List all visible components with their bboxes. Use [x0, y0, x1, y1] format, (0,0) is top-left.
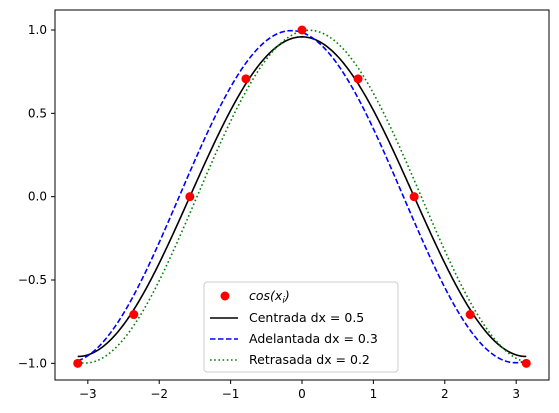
scatter-point	[521, 358, 531, 368]
scatter-point	[73, 358, 83, 368]
y-tick-label: 0.0	[28, 190, 47, 204]
x-tick-label: 0	[298, 387, 306, 401]
series-line-centrada	[77, 36, 527, 358]
x-axis: −3 −2 −1 0 1 2 3	[79, 380, 520, 401]
x-tick-label: 1	[370, 387, 378, 401]
scatter-point	[297, 25, 307, 35]
y-tick-label: 1.0	[28, 23, 47, 37]
legend-box	[203, 281, 399, 373]
scatter-point	[353, 74, 363, 84]
x-tick-label: −3	[79, 387, 97, 401]
legend-label-adelantada: Adelantada dx = 0.3	[249, 331, 378, 346]
series-line-adelantada	[77, 29, 527, 364]
legend-label-centrada: Centrada dx = 0.5	[249, 310, 364, 325]
x-tick-label: −2	[150, 387, 168, 401]
y-tick-label: −1.0	[18, 356, 47, 370]
legend-label-scatter: cos(xi)	[249, 288, 290, 306]
scatter-point	[185, 192, 195, 202]
scatter-point	[409, 192, 419, 202]
scatter-point	[241, 74, 251, 84]
x-tick-label: −1	[222, 387, 240, 401]
legend: cos(xi) Centrada dx = 0.5 Adelantada dx …	[203, 281, 399, 373]
legend-marker-scatter	[220, 291, 230, 301]
y-axis: −1.0 −0.5 0.0 0.5 1.0	[18, 23, 55, 370]
x-tick-label: 2	[441, 387, 449, 401]
y-tick-label: −0.5	[18, 273, 47, 287]
y-tick-label: 0.5	[28, 106, 47, 120]
legend-label-retrasada: Retrasada dx = 0.2	[249, 352, 370, 367]
scatter-point	[465, 310, 475, 320]
scatter-points	[73, 25, 531, 368]
x-tick-label: 3	[512, 387, 520, 401]
scatter-point	[129, 310, 139, 320]
series-lines	[77, 29, 527, 364]
